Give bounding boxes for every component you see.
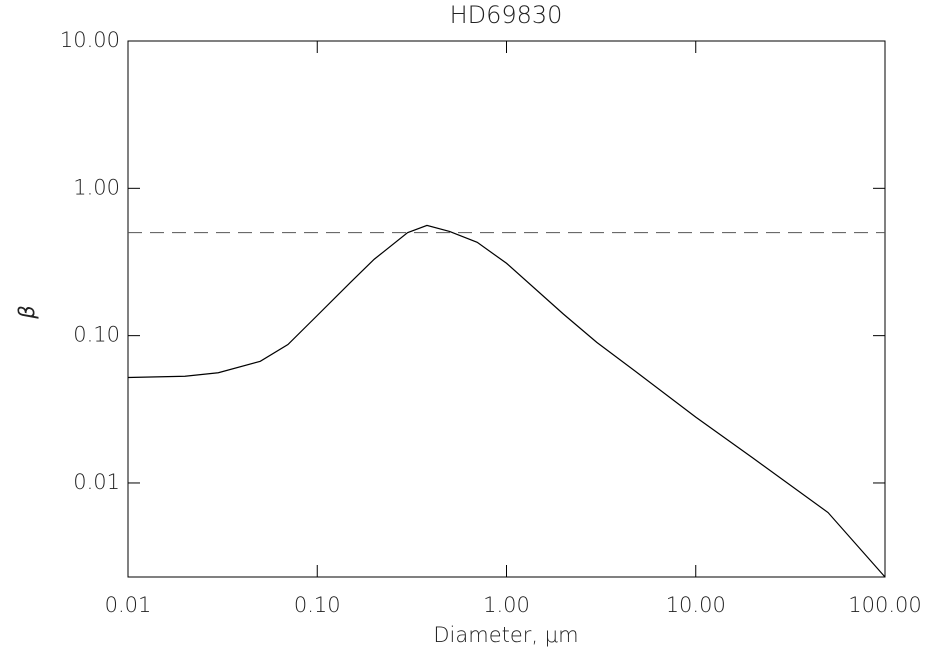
x-tick-label: 100.00 [848, 593, 921, 617]
data-line [127, 224, 886, 578]
x-tick-label: 0.01 [105, 593, 152, 617]
y-tick-label: 0.10 [73, 323, 120, 347]
y-axis-label: β [15, 305, 39, 319]
x-axis-label: Diameter, μm [433, 623, 578, 647]
x-tick-label: 1.00 [483, 593, 530, 617]
x-tick-label: 10.00 [666, 593, 726, 617]
y-tick-label: 1.00 [73, 175, 120, 199]
y-tick-label: 10.00 [60, 28, 120, 52]
chart-title: HD69830 [450, 1, 563, 29]
y-tick-label: 0.01 [73, 470, 120, 494]
plot-frame [127, 40, 886, 578]
x-tick-label: 0.10 [294, 593, 341, 617]
